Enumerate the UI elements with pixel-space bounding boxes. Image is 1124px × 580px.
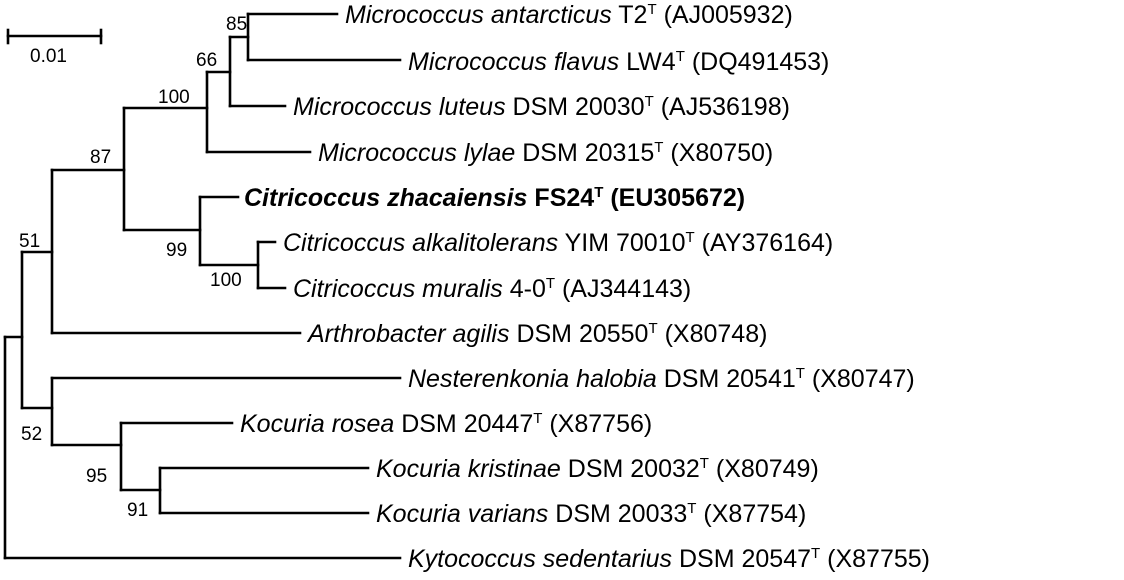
strain-name: DSM 20030 [513,93,645,121]
species-name: Micrococcus lylae [318,139,515,167]
species-name: Citricoccus alkalitolerans [283,229,558,257]
type-strain-mark: T [686,229,695,246]
strain-name: DSM 20447 [401,410,533,438]
taxon-labels: Micrococcus antarcticus T2T (AJ005932) M… [240,1,930,573]
type-strain-mark: T [687,500,696,517]
accession-number: (DQ491453) [692,48,830,76]
type-strain-mark: T [647,1,656,18]
species-name: Citricoccus muralis [293,275,503,303]
type-strain-mark: T [645,93,654,110]
type-strain-mark: T [546,275,555,292]
species-name: Arthrobacter agilis [306,320,509,348]
strain-name: DSM 20315 [522,139,654,167]
taxon-label: Kocuria rosea DSM 20447T (X87756) [240,410,652,438]
taxon-label: Nesterenkonia halobia DSM 20541T (X80747… [408,365,915,393]
strain-name: LW4 [626,48,676,76]
type-strain-mark: T [811,545,820,562]
bootstrap-label: 100 [158,87,190,108]
taxon-label: Micrococcus antarcticus T2T (AJ005932) [345,1,793,29]
accession-number: (AJ344143) [562,275,691,303]
species-name: Micrococcus luteus [293,93,506,121]
accession-number: (X87755) [827,545,930,573]
species-name: Micrococcus antarcticus [345,1,612,29]
type-strain-mark: T [700,455,709,472]
strain-name: 4-0 [510,275,546,303]
species-name: Nesterenkonia halobia [408,365,657,393]
type-strain-mark: T [594,184,603,201]
strain-name: DSM 20541 [664,365,796,393]
strain-name: YIM 70010 [565,229,686,257]
bootstrap-label: 85 [226,14,247,35]
type-strain-mark: T [533,410,542,427]
strain-name: DSM 20033 [555,500,687,528]
species-name: Micrococcus flavus [408,48,619,76]
accession-number: (EU305672) [610,184,745,212]
accession-number: (AJ536198) [661,93,790,121]
accession-number: (X80750) [670,139,773,167]
accession-number: (X87754) [703,500,806,528]
strain-name: DSM 20032 [568,455,700,483]
scale-bar-label: 0.01 [30,46,67,67]
bootstrap-label: 51 [19,231,40,252]
accession-number: (AJ005932) [664,1,793,29]
type-strain-mark: T [648,320,657,337]
taxon-label: Kocuria varians DSM 20033T (X87754) [376,500,806,528]
bootstrap-label: 99 [166,240,187,261]
accession-number: (X87756) [549,410,652,438]
taxon-label: Citricoccus muralis 4-0T (AJ344143) [293,275,691,303]
bootstrap-label: 100 [210,270,242,291]
strain-name: FS24 [534,184,594,212]
strain-name: DSM 20550 [516,320,648,348]
bootstrap-label: 91 [127,500,148,521]
strain-name: T2 [618,1,647,29]
scale-bar: 0.01 [6,28,103,67]
taxon-label: Kytococcus sedentarius DSM 20547T (X8775… [408,545,930,573]
species-name: Kocuria rosea [240,410,394,438]
taxon-label: Micrococcus luteus DSM 20030T (AJ536198) [293,93,790,121]
taxon-label: Micrococcus flavus LW4T (DQ491453) [408,48,829,76]
tree-branches [3,12,402,560]
type-strain-mark: T [796,365,805,382]
species-name: Kocuria varians [376,500,548,528]
type-strain-mark: T [654,139,663,156]
taxon-label-highlighted: Citricoccus zhacaiensis FS24T (EU305672) [244,184,745,212]
taxon-label: Micrococcus lylae DSM 20315T (X80750) [318,139,773,167]
type-strain-mark: T [676,48,685,65]
bootstrap-label: 95 [86,466,107,487]
species-name: Kytococcus sedentarius [408,545,672,573]
accession-number: (X80748) [665,320,768,348]
accession-number: (X80747) [812,365,915,393]
strain-name: DSM 20547 [679,545,811,573]
bootstrap-label: 52 [21,424,42,445]
taxon-label: Citricoccus alkalitolerans YIM 70010T (A… [283,229,833,257]
bootstrap-label: 87 [90,147,111,168]
species-name: Kocuria kristinae [376,455,561,483]
accession-number: (X80749) [716,455,819,483]
bootstrap-label: 66 [196,50,217,71]
bootstrap-values: 85 66 100 87 99 100 51 52 95 91 [19,14,247,521]
species-name: Citricoccus zhacaiensis [244,184,528,212]
accession-number: (AY376164) [702,229,834,257]
taxon-label: Kocuria kristinae DSM 20032T (X80749) [376,455,819,483]
taxon-label: Arthrobacter agilis DSM 20550T (X80748) [306,320,767,348]
